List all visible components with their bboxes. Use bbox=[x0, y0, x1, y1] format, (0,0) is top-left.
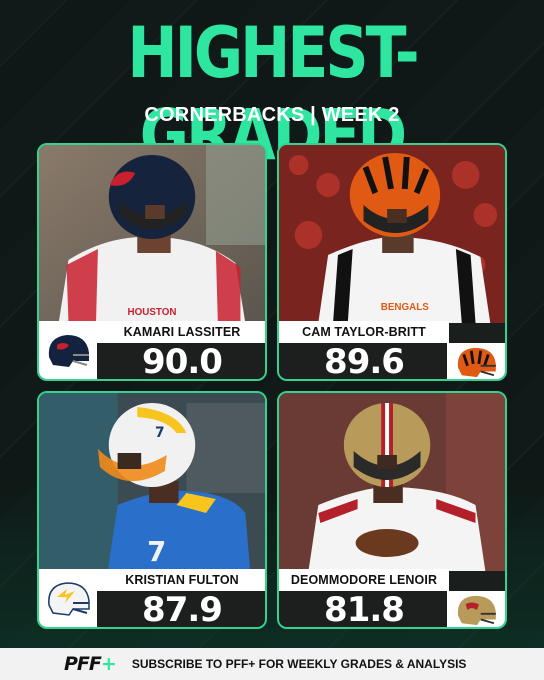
chargers-helmet-icon bbox=[39, 569, 97, 627]
player-card-3: 7 7 KRISTIAN FULTON 87.9 bbox=[37, 391, 267, 629]
texans-helmet-icon bbox=[39, 321, 97, 379]
svg-text:7: 7 bbox=[155, 425, 165, 441]
player-card-4: DEOMMODORE LENOIR 81.8 bbox=[277, 391, 507, 629]
player-name: CAM TAYLOR-BRITT bbox=[279, 321, 449, 343]
page-subtitle: CORNERBACKS | WEEK 2 bbox=[144, 104, 400, 126]
player-name: DEOMMODORE LENOIR bbox=[279, 569, 449, 591]
subscribe-text: SUBSCRIBE TO PFF+ FOR WEEKLY GRADES & AN… bbox=[131, 657, 467, 671]
player-card-1: HOUSTON KAMARI LASSITER 90.0 bbox=[37, 143, 267, 381]
page-title: HIGHEST-GRADED bbox=[127, 12, 419, 178]
player-card-2: BENGALS CAM TAYLOR-BRITT 89.6 bbox=[277, 143, 507, 381]
player-photo: HOUSTON bbox=[39, 145, 265, 323]
svg-text:HOUSTON: HOUSTON bbox=[128, 307, 177, 318]
player-photo: 7 7 bbox=[39, 393, 265, 571]
player-name: KAMARI LASSITER bbox=[97, 321, 265, 343]
svg-text:BENGALS: BENGALS bbox=[381, 302, 429, 313]
bengals-helmet-icon bbox=[447, 343, 505, 379]
player-grade: 89.6 bbox=[279, 342, 449, 379]
player-photo bbox=[279, 393, 505, 571]
player-name: KRISTIAN FULTON bbox=[97, 569, 265, 591]
49ers-helmet-icon bbox=[447, 591, 505, 627]
footer-banner: PFF+ SUBSCRIBE TO PFF+ FOR WEEKLY GRADES… bbox=[0, 648, 544, 680]
player-grade: 81.8 bbox=[279, 590, 449, 627]
player-grade: 90.0 bbox=[97, 342, 265, 379]
pff-logo: PFF+ bbox=[64, 653, 117, 675]
svg-text:7: 7 bbox=[147, 535, 166, 568]
player-photo: BENGALS bbox=[279, 145, 505, 323]
player-grade: 87.9 bbox=[97, 590, 265, 627]
